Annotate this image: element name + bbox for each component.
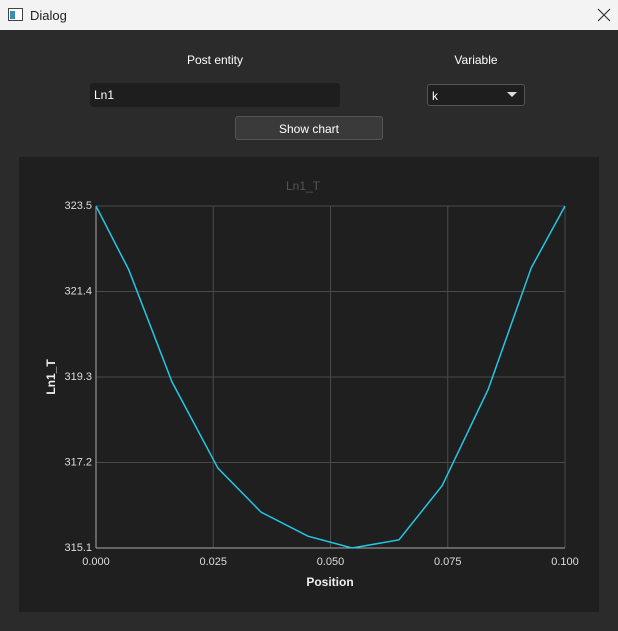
data-line	[95, 205, 566, 549]
chart: Ln1_T Position Ln1_T 315.1 317.2 319.3 321.…	[19, 157, 599, 612]
combo-arrow	[507, 92, 517, 97]
close-button[interactable]	[597, 8, 611, 22]
y-tick-label: 319.3	[64, 371, 92, 383]
button-text: Show chart	[278, 122, 340, 136]
y-tick-label: 321.4	[64, 285, 92, 297]
title-bar: Dialog	[0, 0, 618, 30]
variable-combo[interactable]: k	[427, 84, 525, 106]
post-entity-input[interactable]: Ln1	[90, 83, 340, 107]
x-tick-label: 0.075	[434, 556, 462, 568]
show-chart-button[interactable]: Show chart	[235, 116, 383, 140]
x-tick-label: 0.000	[82, 556, 110, 568]
window-title: Dialog	[30, 8, 67, 23]
x-tick-label: 0.100	[551, 556, 579, 568]
app-icon	[8, 8, 23, 21]
x-tick-label: 0.025	[199, 556, 227, 568]
variable-label: Variable	[454, 53, 498, 67]
y-tick-label: 317.2	[64, 456, 92, 468]
combo-text: k	[432, 89, 438, 103]
y-axis-title: Ln1_T	[44, 359, 58, 395]
chart-title: Ln1_T	[286, 179, 321, 193]
x-tick-label: 0.050	[317, 556, 345, 568]
x-axis-title: Position	[306, 575, 353, 589]
input-text: Ln1	[94, 88, 115, 102]
y-tick-label: 315.1	[64, 542, 92, 554]
y-tick-label: 323.5	[64, 200, 92, 212]
post-entity-label: Post entity	[186, 53, 244, 67]
